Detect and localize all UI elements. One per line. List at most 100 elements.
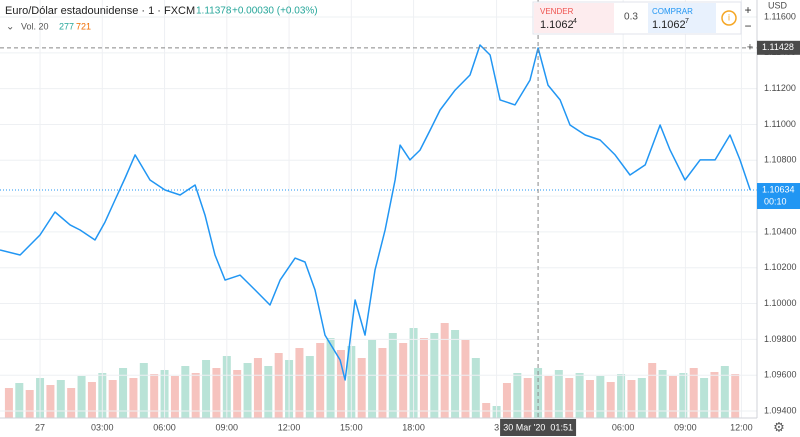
volume-bar	[399, 343, 408, 418]
volume-bar	[46, 385, 55, 418]
volume-bar	[170, 376, 179, 418]
volume-bar	[15, 383, 24, 418]
volume-bar	[720, 366, 729, 418]
volume-bar	[191, 373, 200, 418]
volume-bar	[575, 373, 584, 418]
volume-bar	[419, 338, 428, 418]
y-tick-label: 1.10400	[764, 226, 797, 236]
volume-bar	[565, 378, 574, 418]
volume-layer	[4, 323, 740, 418]
price-change: +0.00030 (+0.03%)	[232, 6, 318, 17]
volume-bar	[119, 368, 128, 418]
buy-button[interactable]	[648, 3, 716, 33]
settings-icon[interactable]: ⚙	[773, 419, 785, 434]
x-tick-label: 03:00	[91, 422, 114, 432]
crosshair-label: 30 Mar '20 01:51	[503, 422, 573, 432]
volume-bar	[181, 366, 190, 418]
volume-bar	[233, 370, 242, 418]
y-tick-label: 1.09400	[764, 405, 797, 415]
volume-bar	[274, 353, 283, 418]
y-tick-label: 1.11200	[764, 83, 796, 93]
y-tick-label: 1.11000	[764, 119, 796, 129]
volume-reading: 277	[59, 21, 74, 31]
y-tick-label: 1.10800	[764, 155, 797, 165]
volume-bar	[77, 376, 86, 418]
buy-label: COMPRAR	[652, 7, 693, 16]
volume-bar	[731, 374, 740, 418]
volume-bar	[482, 403, 491, 418]
price-label: 1.10634	[762, 184, 795, 194]
volume-bar	[139, 363, 148, 418]
volume-bar	[689, 368, 698, 418]
volume-bar	[295, 348, 304, 418]
volume-bar	[710, 372, 719, 418]
sell-button[interactable]	[534, 3, 614, 33]
sell-pip: 4	[573, 18, 577, 25]
marker-label: 1.11428	[762, 42, 794, 52]
volume-bar	[679, 373, 688, 418]
volume-bar	[523, 378, 532, 418]
volume-bar	[668, 376, 677, 418]
sell-label: VENDER	[540, 7, 574, 16]
volume-bar	[700, 378, 709, 418]
collapse-icon[interactable]: ⌄	[6, 22, 14, 33]
spread: 0.3	[624, 12, 638, 23]
volume-bar	[637, 378, 646, 418]
last-price: 1.11378	[196, 6, 232, 17]
y-tick-label: 1.09800	[764, 334, 797, 344]
buy-pip: 7	[685, 18, 689, 25]
volume-bar	[461, 340, 470, 418]
crosshair-label-box	[500, 419, 577, 436]
volume-bar	[87, 382, 96, 418]
zoom-out[interactable]: −	[744, 19, 751, 33]
volume-bar	[56, 380, 65, 418]
price-line	[0, 44, 751, 381]
sell-price: 1.1062	[540, 19, 574, 31]
x-tick-label: 27	[35, 422, 45, 432]
x-tick-label: 09:00	[216, 422, 239, 432]
info-icon[interactable]	[721, 10, 737, 26]
volume-bar	[471, 358, 480, 418]
x-tick-label: 06:00	[153, 422, 176, 432]
volume-bar	[326, 338, 335, 418]
symbol-title: Euro/Dólar estadounidense · 1 · FXCM	[5, 5, 195, 17]
volume-bar	[513, 373, 522, 418]
volume-bar	[378, 348, 387, 418]
volume-bar	[440, 323, 449, 418]
countdown: 00:10	[764, 196, 787, 206]
volume-bar	[253, 358, 262, 418]
volume-reading: 721	[76, 21, 91, 31]
x-tick-label: 06:00	[612, 422, 635, 432]
volume-bar	[502, 383, 511, 418]
x-tick-label: 3	[494, 422, 499, 432]
volume-bar	[212, 368, 221, 418]
volume-label: Vol. 20	[21, 21, 49, 31]
volume-bar	[648, 363, 657, 418]
marker-label-box	[757, 40, 800, 55]
volume-bar	[617, 374, 626, 418]
price-axis	[757, 0, 800, 437]
volume-bar	[25, 390, 34, 418]
price-label-box	[757, 183, 800, 210]
marker-plus: +	[747, 42, 753, 54]
volume-bar	[243, 363, 252, 418]
volume-bar	[202, 360, 211, 418]
volume-bar	[658, 370, 667, 418]
trade-widget: VENDER 1.1062 4 0.3 COMPRAR 1.1062 7 i	[532, 1, 742, 35]
volume-bar	[129, 378, 138, 418]
x-tick-label: 12:00	[730, 422, 753, 432]
y-tick-label: 1.10000	[764, 298, 797, 308]
grid-layer	[0, 0, 757, 418]
volume-bar	[316, 343, 325, 418]
y-tick-label: 1.11600	[764, 11, 796, 21]
volume-bar	[627, 380, 636, 418]
volume-bar	[368, 340, 377, 418]
zoom-in[interactable]: +	[744, 3, 751, 17]
volume-bar	[264, 366, 273, 418]
volume-bar	[150, 374, 159, 418]
volume-bar	[585, 380, 594, 418]
x-tick-label: 15:00	[340, 422, 363, 432]
plot-layer	[0, 0, 757, 418]
buy-price: 1.1062	[652, 19, 686, 31]
